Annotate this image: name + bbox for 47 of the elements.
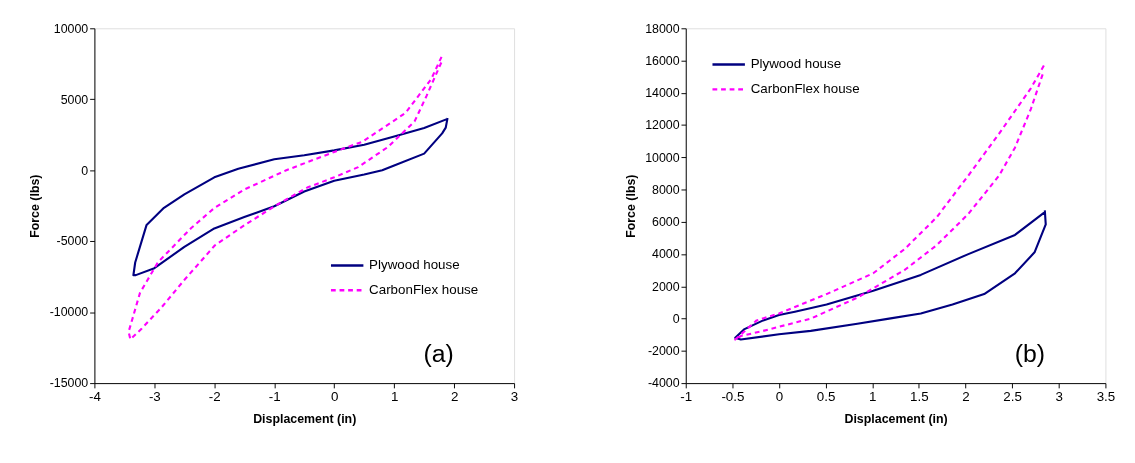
y-tick-label: -2000 <box>647 344 680 359</box>
x-axis-title: Displacement (in) <box>253 411 357 426</box>
y-tick-label: -4000 <box>647 376 680 391</box>
y-tick-label: 5000 <box>60 92 89 107</box>
x-tick-label: -4 <box>88 388 102 404</box>
y-tick-label: 16000 <box>645 53 680 68</box>
legend-label: Plywood house <box>369 257 460 273</box>
y-tick-label: 0 <box>672 311 680 326</box>
y-axis-title: Force (lbs) <box>623 174 638 238</box>
x-tick-label: 0 <box>331 388 339 404</box>
y-tick-label: -5000 <box>56 234 89 249</box>
x-tick-label: -0.5 <box>721 388 745 404</box>
x-tick-label: 0 <box>775 388 784 404</box>
x-tick-label: 2 <box>450 388 459 404</box>
legend-label: CarbonFlex house <box>369 282 479 298</box>
y-tick-label: 0 <box>81 163 89 178</box>
x-tick-label: 3 <box>1055 388 1063 404</box>
x-tick-label: 3 <box>510 388 519 404</box>
y-tick-label: -15000 <box>49 376 89 391</box>
x-tick-label: 1.5 <box>910 388 929 404</box>
x-tick-label: -1 <box>268 388 281 404</box>
x-tick-label: -1 <box>680 388 693 404</box>
y-tick-label: 12000 <box>645 118 680 133</box>
y-tick-label: 4000 <box>652 247 680 262</box>
x-tick-label: -2 <box>208 388 221 404</box>
y-tick-label: 10000 <box>645 150 680 165</box>
x-tick-label: -3 <box>148 388 161 404</box>
x-tick-label: 2.5 <box>1003 388 1022 404</box>
y-tick-label: -10000 <box>49 305 89 320</box>
annotation: (a) <box>423 340 454 368</box>
y-tick-label: 2000 <box>652 279 680 294</box>
legend-label: Plywood house <box>750 56 842 72</box>
y-tick-label: 18000 <box>645 21 680 36</box>
y-tick-label: 10000 <box>53 21 89 36</box>
x-tick-label: 0.5 <box>816 388 836 404</box>
x-axis-title: Displacement (in) <box>844 411 948 426</box>
y-tick-label: 6000 <box>652 215 680 230</box>
y-axis-title: Force (lbs) <box>28 174 43 238</box>
annotation: (b) <box>1014 340 1046 368</box>
line-series <box>734 209 1047 341</box>
legend-label: CarbonFlex house <box>750 81 860 97</box>
y-tick-label: 14000 <box>645 86 680 101</box>
x-tick-label: 1 <box>390 388 399 404</box>
x-tick-label: 1 <box>869 388 877 404</box>
x-tick-label: 3.5 <box>1096 388 1116 404</box>
y-tick-label: 8000 <box>652 182 680 197</box>
x-tick-label: 2 <box>962 388 970 404</box>
